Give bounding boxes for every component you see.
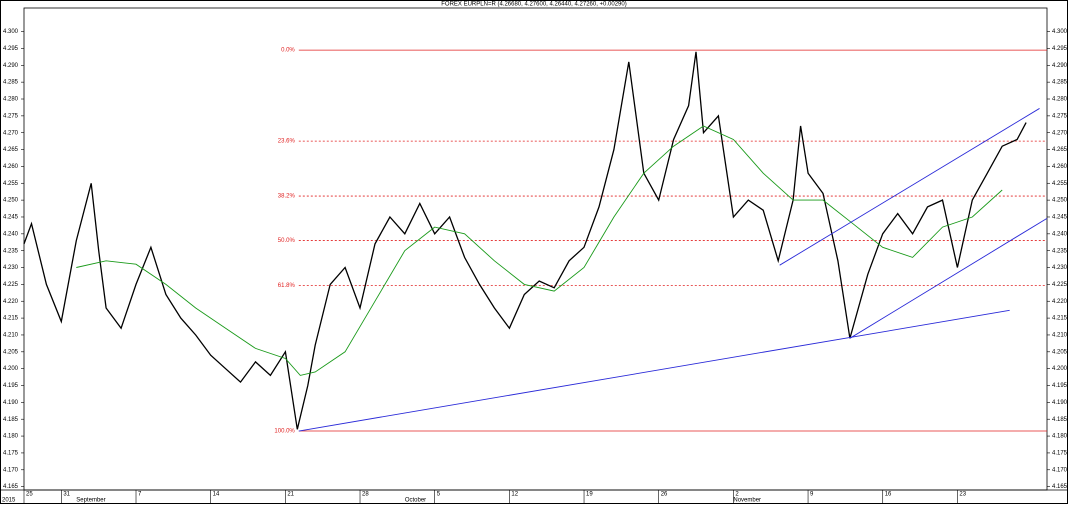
y-tick-label: 4.295: [3, 46, 19, 52]
fib-label: 38.2%: [278, 194, 296, 200]
y-tick-label: 4.170: [1052, 467, 1068, 473]
y-tick-label: 4.270: [1052, 130, 1068, 136]
y-tick-label: 4.265: [3, 147, 19, 153]
x-tick-label: 28: [362, 492, 369, 498]
y-tick-label: 4.290: [3, 63, 19, 69]
y-tick-label: 4.280: [1052, 97, 1068, 103]
y-tick-label: 4.200: [3, 366, 19, 372]
y-tick-label: 4.215: [3, 316, 19, 322]
y-tick-label: 4.185: [3, 417, 19, 423]
y-tick-label: 4.260: [3, 164, 19, 170]
y-tick-label: 4.240: [1052, 231, 1068, 237]
y-tick-label: 4.285: [1052, 80, 1068, 86]
y-tick-label: 4.200: [1052, 366, 1068, 372]
y-tick-label: 4.210: [1052, 333, 1068, 339]
y-tick-label: 4.285: [3, 80, 19, 86]
y-tick-label: 4.230: [3, 265, 19, 271]
trend-line: [298, 309, 1010, 432]
y-tick-label: 4.275: [3, 113, 19, 119]
y-tick-label: 4.220: [3, 299, 19, 305]
y-tick-label: 4.245: [3, 215, 19, 221]
y-tick-label: 4.235: [3, 248, 19, 254]
y-tick-label: 4.300: [3, 29, 19, 35]
y-tick-label: 4.280: [3, 97, 19, 103]
x-tick-label: 9: [810, 492, 814, 498]
y-tick-label: 4.210: [3, 333, 19, 339]
y-tick-label: 4.255: [3, 181, 19, 187]
y-tick-label: 4.205: [3, 349, 19, 355]
x-tick-label: 19: [586, 492, 593, 498]
x-tick-label: 31: [63, 492, 70, 498]
month-label: October: [405, 498, 426, 504]
fib-label: 23.6%: [278, 139, 296, 145]
x-tick-label: 16: [885, 492, 892, 498]
y-tick-label: 4.215: [1052, 316, 1068, 322]
y-tick-label: 4.245: [1052, 215, 1068, 221]
y-tick-label: 4.195: [3, 383, 19, 389]
y-tick-label: 4.295: [1052, 46, 1068, 52]
x-tick-label: 23: [959, 492, 966, 498]
y-tick-label: 4.300: [1052, 29, 1068, 35]
y-tick-label: 4.250: [1052, 198, 1068, 204]
x-tick-label: 2: [735, 492, 739, 498]
y-tick-label: 4.175: [3, 451, 19, 457]
series-line: [76, 125, 1003, 376]
y-tick-label: 4.205: [1052, 349, 1068, 355]
y-tick-label: 4.165: [3, 484, 19, 490]
month-label: November: [733, 498, 761, 504]
y-tick-label: 4.270: [3, 130, 19, 136]
x-tick-label: 7: [138, 492, 142, 498]
y-tick-label: 4.165: [1052, 484, 1068, 490]
chart-title: FOREX EURPLN=R (4.26680, 4.27600, 4.2644…: [441, 2, 626, 8]
fib-label: 100.0%: [274, 429, 295, 435]
y-tick-label: 4.250: [3, 198, 19, 204]
y-tick-label: 4.240: [3, 231, 19, 237]
trend-line: [779, 108, 1040, 266]
fib-label: 0.0%: [281, 48, 295, 54]
fib-label: 61.8%: [278, 283, 296, 289]
x-tick-label: 12: [511, 492, 518, 498]
y-tick-label: 4.190: [1052, 400, 1068, 406]
y-tick-label: 4.180: [3, 434, 19, 440]
y-tick-label: 4.225: [3, 282, 19, 288]
x-tick-label: 25: [26, 492, 33, 498]
y-tick-label: 4.275: [1052, 113, 1068, 119]
x-tick-label: 21: [287, 492, 294, 498]
y-tick-label: 4.225: [1052, 282, 1068, 288]
y-tick-label: 4.230: [1052, 265, 1068, 271]
year-label: 2015: [2, 498, 16, 504]
y-tick-label: 4.260: [1052, 164, 1068, 170]
y-tick-label: 4.185: [1052, 417, 1068, 423]
y-tick-label: 4.220: [1052, 299, 1068, 305]
x-tick-label: 26: [661, 492, 668, 498]
y-tick-label: 4.290: [1052, 63, 1068, 69]
y-tick-label: 4.180: [1052, 434, 1068, 440]
x-tick-label: 14: [213, 492, 220, 498]
y-tick-label: 4.190: [3, 400, 19, 406]
month-label: September: [76, 498, 105, 504]
fib-label: 50.0%: [278, 238, 296, 244]
y-tick-label: 4.255: [1052, 181, 1068, 187]
y-tick-label: 4.170: [3, 467, 19, 473]
y-tick-label: 4.195: [1052, 383, 1068, 389]
y-tick-label: 4.235: [1052, 248, 1068, 254]
y-tick-label: 4.175: [1052, 451, 1068, 457]
x-tick-label: 5: [437, 492, 441, 498]
y-tick-label: 4.265: [1052, 147, 1068, 153]
trend-line: [849, 217, 1048, 339]
